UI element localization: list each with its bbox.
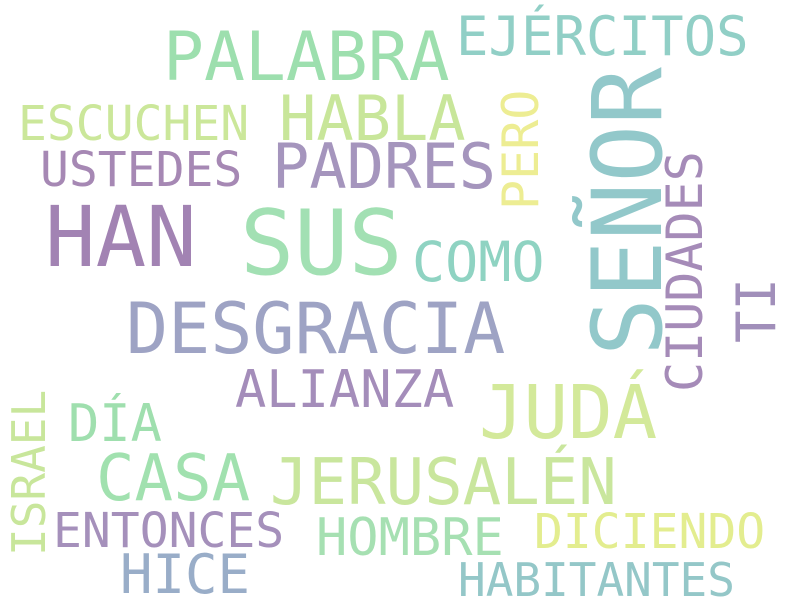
word-ustedes: USTEDES [40,142,243,198]
word-palabra: PALABRA [163,18,450,97]
word-jerusalen: JERUSALÉN [270,446,617,520]
word-desgracia: DESGRACIA [126,288,506,370]
word-ti: TI [725,277,788,343]
word-hombre: HOMBRE [316,508,504,568]
word-alianza: ALIANZA [235,360,455,420]
word-han: HAN [45,188,197,286]
word-diciendo: DICIENDO [534,504,766,560]
word-sus: SUS [240,191,403,296]
word-entonces: ENTONCES [53,503,285,559]
word-casa: CASA [96,442,251,516]
word-habitantes: HABITANTES [458,553,735,600]
word-ciudades: CIUDADES [656,151,714,392]
word-ejercitos: EJÉRCITOS [456,5,749,68]
word-israel: ISRAEL [2,389,56,556]
word-hice: HICE [120,543,251,600]
word-dia: DÍA [68,394,162,454]
word-juda: JUDÁ [479,370,658,456]
word-padres: PADRES [272,130,496,203]
word-escuchen: ESCUCHEN [18,96,250,152]
word-habla: HABLA [279,82,466,155]
word-pero: PERO [492,89,550,210]
word-como: COMO [412,230,545,294]
